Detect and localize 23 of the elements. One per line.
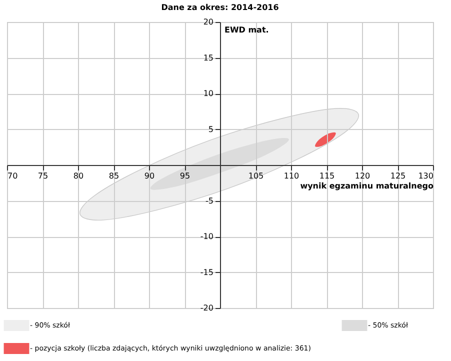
y-tick-label: -10 bbox=[200, 232, 214, 241]
x-tick-label: 125 bbox=[390, 172, 406, 180]
y-tick-label: -5 bbox=[206, 196, 214, 206]
y-tick-label: 5 bbox=[208, 124, 214, 134]
x-tick-label: 90 bbox=[144, 172, 155, 180]
x-tick-label: 70 bbox=[8, 172, 18, 180]
x-tick-label: 95 bbox=[180, 172, 190, 180]
chart-title: Dane za okres: 2014-2016 bbox=[161, 3, 280, 12]
y-tick-label: 20 bbox=[203, 18, 214, 26]
y-tick-label: -20 bbox=[200, 304, 214, 312]
x-axis-title: wynik egzaminu maturalnego bbox=[300, 182, 434, 190]
y-tick-label: 15 bbox=[203, 53, 214, 62]
x-tick-label: 105 bbox=[248, 172, 264, 180]
x-tick-label: 120 bbox=[354, 172, 370, 180]
x-tick-label: 85 bbox=[108, 172, 120, 180]
x-tick-label: 130 bbox=[418, 172, 434, 180]
y-tick-label: -15 bbox=[200, 268, 214, 277]
x-tick-label: 80 bbox=[73, 172, 84, 180]
x-tick-label: 75 bbox=[38, 172, 48, 180]
y-tick-label: 10 bbox=[203, 89, 214, 98]
x-tick-label: 110 bbox=[284, 172, 300, 180]
x-tick-label: 115 bbox=[319, 172, 335, 180]
y-axis-title: EWD mat. bbox=[224, 26, 269, 34]
